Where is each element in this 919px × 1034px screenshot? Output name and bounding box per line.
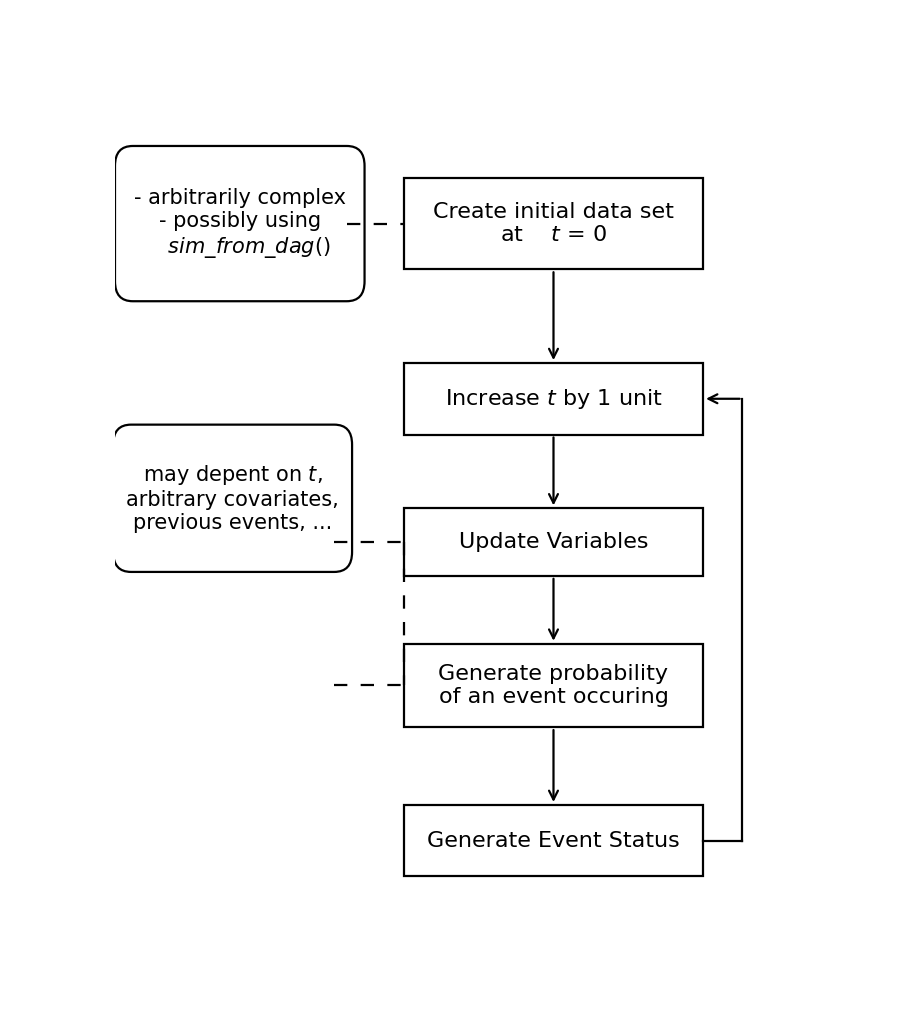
FancyBboxPatch shape [403, 509, 702, 576]
Text: Generate Event Status: Generate Event Status [426, 830, 679, 851]
FancyBboxPatch shape [403, 643, 702, 727]
Text: - arbitrarily complex
- possibly using
   $\mathit{sim\_from\_dag}$$($$)$: - arbitrarily complex - possibly using $… [133, 188, 346, 260]
Text: Generate probability
of an event occuring: Generate probability of an event occurin… [438, 664, 668, 707]
FancyBboxPatch shape [115, 146, 364, 301]
FancyBboxPatch shape [403, 363, 702, 434]
FancyBboxPatch shape [403, 178, 702, 270]
Text: Create initial data set
at    $t$ = 0: Create initial data set at $t$ = 0 [433, 202, 674, 245]
Text: may depent on $t$,
arbitrary covariates,
previous events, ...: may depent on $t$, arbitrary covariates,… [126, 463, 339, 534]
FancyBboxPatch shape [403, 804, 702, 877]
Text: Update Variables: Update Variables [459, 533, 648, 552]
Text: Increase $t$ by 1 unit: Increase $t$ by 1 unit [444, 387, 662, 410]
FancyBboxPatch shape [113, 425, 352, 572]
